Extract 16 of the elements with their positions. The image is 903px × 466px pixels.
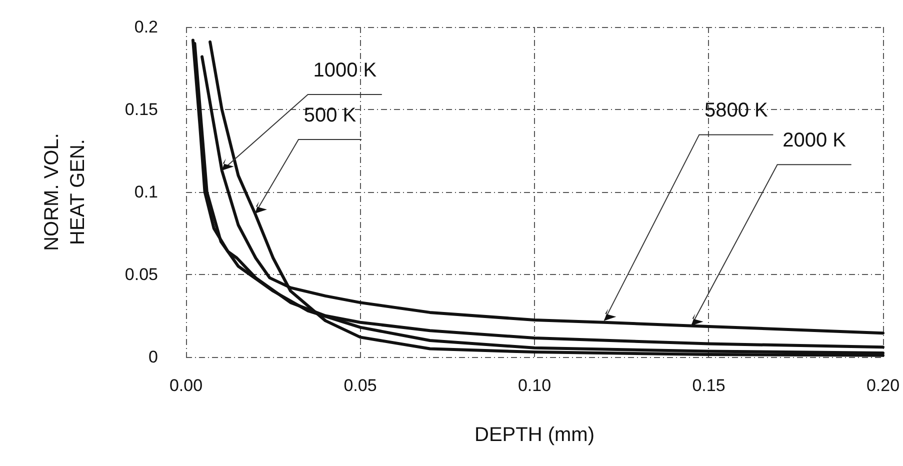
x-tick-label: 0.00: [169, 376, 203, 395]
annotation: 2000 K: [782, 130, 847, 152]
y-tick-label: 0.2: [134, 18, 158, 36]
x-tick-label: 0.05: [344, 376, 377, 395]
annotation: 500 K: [304, 104, 357, 126]
y-axis-title: NORM. VOL. HEAT GEN.: [41, 133, 89, 251]
y-tick-label: 0.05: [124, 265, 158, 284]
y-tick-label: 0.15: [124, 100, 158, 119]
annotation: 1000 K: [313, 60, 378, 82]
x-axis-title: DEPTH (mm): [474, 424, 594, 446]
y-tick-label: 0: [148, 348, 158, 366]
annotation: 5800 K: [704, 100, 769, 122]
x-tick-label: 0.10: [518, 376, 552, 395]
x-tick-label: 0.15: [692, 376, 726, 395]
y-tick-label: 0.1: [134, 182, 158, 202]
x-tick-label: 0.20: [866, 376, 900, 395]
